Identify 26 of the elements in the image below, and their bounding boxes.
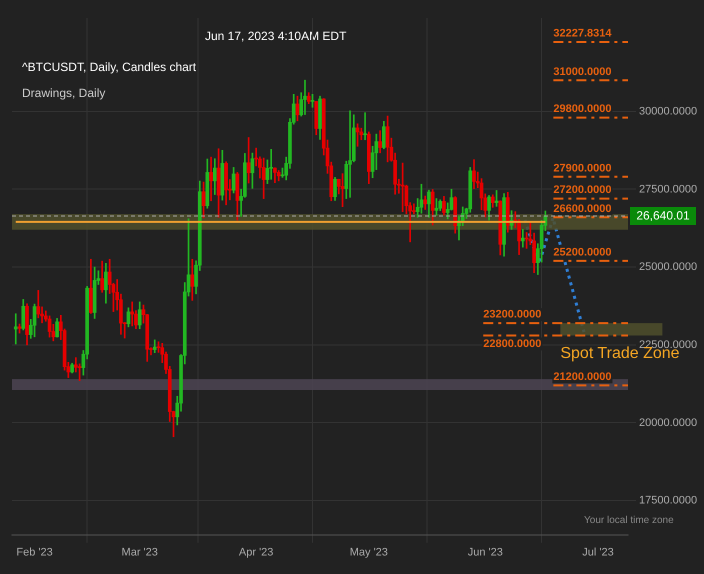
ref-line-label: 22800.0000	[483, 338, 542, 350]
ref-line-label: 32227.8314	[553, 28, 612, 40]
text: ^BTCUSDT, Daily, Candles chart	[22, 60, 196, 74]
ref-line-label: 27200.0000	[553, 184, 612, 196]
ref-line-label: 21200.0000	[553, 370, 612, 383]
y-tick-label: 20000.0000	[639, 416, 698, 429]
annotation: Jun 17, 2023 4:10AM EDT	[205, 29, 346, 43]
x-tick-label: May '23	[350, 546, 388, 558]
x-tick-label: Jun '23	[468, 546, 503, 558]
y-tick-label: 17500.0000	[639, 494, 698, 507]
x-tick-label: Jul '23	[582, 546, 614, 558]
ref-line-label: 27900.0000	[553, 162, 612, 174]
x-tick-label: Apr '23	[238, 546, 274, 558]
ref-line-label: 25200.0000	[553, 246, 612, 258]
annotation: Your local time zone	[584, 515, 674, 526]
y-tick-label: 27500.0000	[639, 183, 698, 196]
y-tick-label: 25000.0000	[639, 261, 698, 274]
ref-line-label: 26,640.01	[636, 208, 690, 222]
ref-line-label: 26600.0000	[553, 202, 612, 215]
ref-line-label: 31000.0000	[553, 66, 612, 78]
x-tick-label: Feb '23	[16, 546, 53, 558]
text: Drawings, Daily	[22, 86, 106, 100]
ref-line-label: 29800.0000	[553, 103, 612, 116]
y-tick-label: 30000.0000	[639, 105, 698, 118]
x-tick-label: Mar '23	[122, 546, 158, 558]
ref-line-label: 23200.0000	[483, 308, 542, 321]
